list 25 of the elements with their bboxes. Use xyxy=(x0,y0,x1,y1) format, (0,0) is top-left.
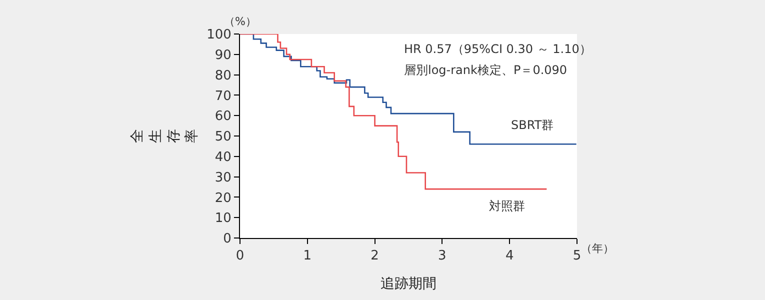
annotation: HR 0.57（95%CI 0.30 ～ 1.10） xyxy=(404,42,592,56)
x-tick-label: 1 xyxy=(303,248,312,264)
y-tick-label: 30 xyxy=(214,170,232,186)
x-tick-label: 2 xyxy=(370,248,379,264)
y-tick-label: 10 xyxy=(214,211,232,226)
x-tick-label: 4 xyxy=(505,248,514,264)
series-label: 対照群 xyxy=(489,199,525,213)
y-tick-label: 70 xyxy=(214,88,232,104)
text: （%） xyxy=(224,15,256,28)
y-tick-label: 20 xyxy=(214,190,232,206)
y-tick-label: 50 xyxy=(214,130,232,145)
x-tick-label: 5 xyxy=(572,248,582,264)
y-axis-title: 全生存率 xyxy=(130,129,200,143)
y-tick-label: 90 xyxy=(214,48,232,63)
x-tick-label: 3 xyxy=(438,248,446,264)
y-tick-label: 60 xyxy=(214,109,232,124)
series-label: SBRT群 xyxy=(511,118,554,132)
y-tick-label: 100 xyxy=(206,28,232,43)
annotation: 層別log-rank検定、P＝0.090 xyxy=(404,63,568,77)
y-tick-label: 40 xyxy=(214,150,232,165)
x-tick-label: 0 xyxy=(236,248,244,264)
text: （年） xyxy=(581,242,614,255)
y-tick-label: 80 xyxy=(214,68,232,84)
y-tick-label: 0 xyxy=(223,232,232,247)
x-axis-title: 追跡期間 xyxy=(380,276,436,292)
